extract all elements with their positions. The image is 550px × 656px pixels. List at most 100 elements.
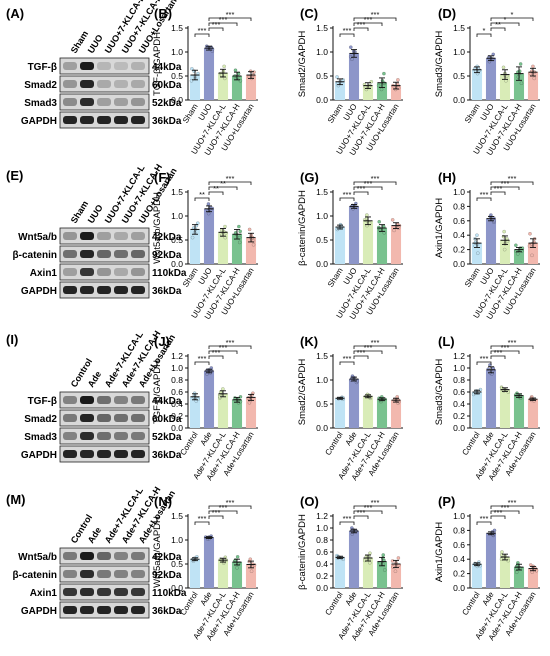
bar bbox=[499, 389, 511, 428]
blot-band bbox=[114, 552, 128, 560]
significance-label: *** bbox=[364, 15, 373, 24]
bar bbox=[376, 82, 388, 100]
bar bbox=[348, 206, 360, 264]
y-tick-label: 1.0 bbox=[316, 47, 328, 57]
blot-band bbox=[80, 396, 94, 404]
significance-bracket bbox=[208, 191, 224, 195]
data-point bbox=[475, 233, 479, 237]
data-point bbox=[367, 561, 372, 565]
significance-label: *** bbox=[371, 174, 380, 183]
kda-label: 52kDa bbox=[152, 432, 182, 443]
blot-band bbox=[131, 606, 145, 614]
significance-label: *** bbox=[343, 514, 352, 523]
data-point bbox=[190, 67, 194, 71]
blot-band bbox=[80, 606, 94, 614]
bar-chart-11: (P)0.00.20.40.60.81.0Axin1/GAPDHControlA… bbox=[434, 494, 540, 642]
blot-band bbox=[97, 396, 111, 404]
bar-chart-1: (C)0.00.51.01.5Smad2/GAPDHShamUUOUUO+7-K… bbox=[297, 6, 403, 157]
kda-label: 110kDa bbox=[152, 588, 187, 599]
data-point bbox=[530, 253, 534, 258]
significance-bracket bbox=[208, 510, 238, 514]
y-tick-label: 0.5 bbox=[171, 71, 183, 81]
blot-band bbox=[114, 432, 128, 440]
bar-chart-2: (D)0.00.51.01.5Smad3/GAPDHShamUUOUUO+7-K… bbox=[434, 6, 540, 157]
data-point bbox=[396, 556, 401, 560]
data-point bbox=[502, 247, 507, 252]
bar bbox=[499, 240, 511, 264]
data-point bbox=[519, 81, 524, 85]
kda-label: 92kDa bbox=[152, 250, 182, 261]
blot-strip bbox=[59, 227, 150, 245]
bar bbox=[189, 229, 201, 264]
blot-band bbox=[131, 268, 145, 276]
blot-band bbox=[114, 396, 128, 404]
significance-label: *** bbox=[357, 184, 366, 193]
y-tick-label: 0.5 bbox=[316, 399, 328, 409]
bar bbox=[376, 228, 388, 264]
significance-label: *** bbox=[212, 348, 221, 357]
protein-label: GAPDH bbox=[21, 116, 57, 127]
data-point bbox=[392, 228, 396, 233]
y-tick-label: 1.5 bbox=[171, 511, 183, 521]
significance-bracket bbox=[490, 510, 520, 514]
data-point bbox=[502, 229, 506, 234]
x-tick-label: Control bbox=[178, 590, 199, 617]
bar bbox=[362, 558, 374, 588]
data-point bbox=[237, 240, 242, 245]
blot-band bbox=[97, 62, 111, 70]
data-point bbox=[514, 243, 518, 248]
significance-label: *** bbox=[212, 508, 221, 517]
bar bbox=[485, 369, 497, 428]
panel-label: (A) bbox=[6, 6, 24, 21]
protein-label: Wnt5a/b bbox=[18, 552, 57, 563]
y-tick-label: 1.2 bbox=[453, 351, 465, 361]
bar bbox=[334, 557, 346, 588]
significance-bracket bbox=[490, 27, 506, 31]
panel-label: (F) bbox=[154, 170, 171, 185]
bar-chart-5: (H)0.00.20.40.60.81.0Axin1/GAPDHShamUUOU… bbox=[434, 170, 540, 321]
panel-label: (D) bbox=[438, 6, 456, 21]
blot-band bbox=[97, 414, 111, 422]
y-axis-label: Wnt5a/b/GAPDH bbox=[152, 516, 163, 588]
y-tick-label: 1.0 bbox=[453, 511, 465, 521]
bar bbox=[203, 208, 215, 264]
blot-band bbox=[97, 450, 111, 458]
bar bbox=[513, 567, 525, 588]
y-tick-label: 1.0 bbox=[453, 187, 465, 197]
panel-label: (B) bbox=[154, 6, 172, 21]
significance-bracket bbox=[194, 33, 210, 37]
blot-band bbox=[63, 606, 77, 614]
y-tick-label: 0.6 bbox=[316, 547, 328, 557]
protein-label: Smad2 bbox=[24, 80, 57, 91]
y-axis-label: Axin1/GAPDH bbox=[434, 198, 445, 258]
significance-bracket bbox=[476, 33, 492, 37]
data-point bbox=[206, 202, 211, 206]
bar bbox=[390, 225, 402, 264]
y-tick-label: 0.8 bbox=[453, 201, 465, 211]
y-tick-label: 0.0 bbox=[453, 259, 465, 269]
y-axis-label: Wnt5a/b/GAPDH bbox=[152, 192, 163, 264]
bar bbox=[390, 400, 402, 428]
blot-band bbox=[80, 414, 94, 422]
significance-bracket bbox=[208, 27, 224, 31]
y-tick-label: 0.0 bbox=[171, 95, 183, 105]
bar bbox=[362, 220, 374, 264]
bar bbox=[203, 371, 215, 428]
data-point bbox=[235, 566, 239, 570]
bar-chart-4: (G)0.00.51.01.5β-catenin/GAPDHShamUUOUUO… bbox=[297, 170, 403, 321]
y-axis-label: TGF-β/GAPDH bbox=[152, 360, 163, 424]
bar bbox=[390, 564, 402, 588]
protein-label: Axin1 bbox=[30, 588, 58, 599]
y-tick-label: 1.2 bbox=[316, 511, 328, 521]
panel-label: (I) bbox=[6, 332, 18, 347]
data-point bbox=[379, 87, 384, 92]
blot-band bbox=[63, 250, 77, 258]
bar bbox=[231, 562, 243, 588]
data-point bbox=[532, 76, 536, 81]
y-tick-label: 0.0 bbox=[316, 259, 328, 269]
y-tick-label: 0.5 bbox=[171, 235, 183, 245]
significance-bracket bbox=[490, 505, 534, 509]
blot-band bbox=[114, 232, 128, 240]
y-axis-label: Smad2/GAPDH bbox=[297, 359, 308, 426]
